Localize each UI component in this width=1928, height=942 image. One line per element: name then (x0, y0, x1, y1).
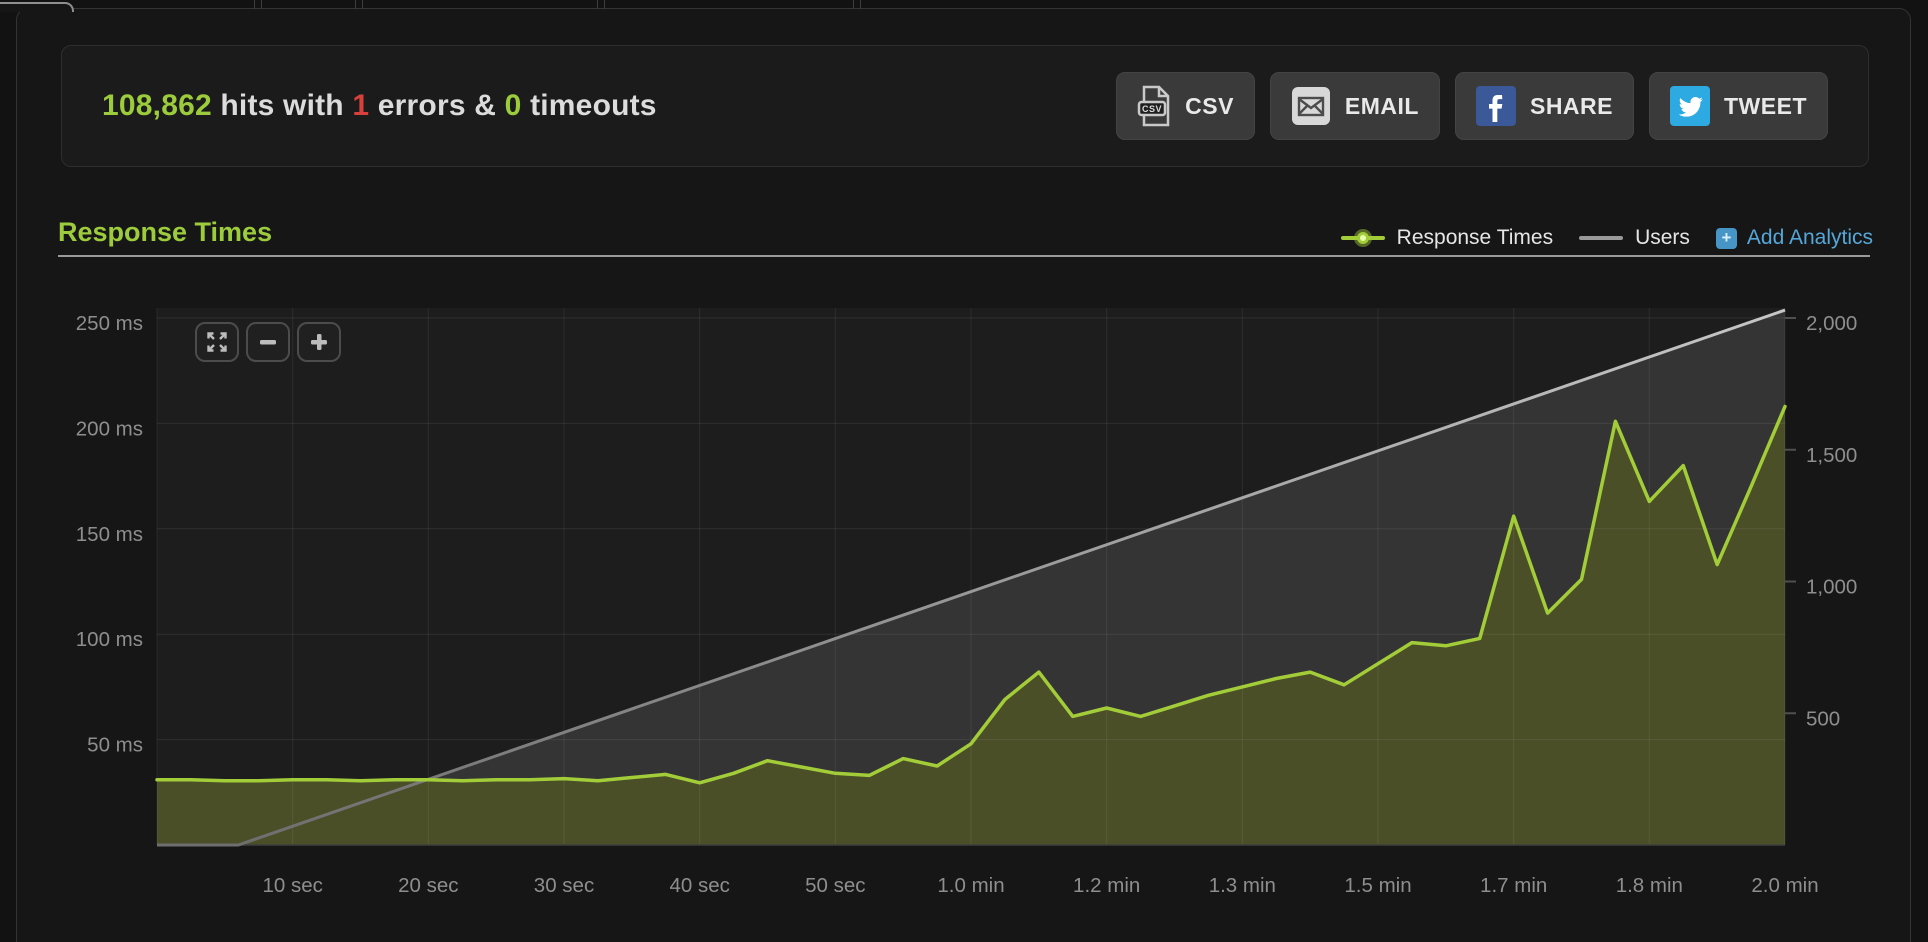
facebook-icon (1475, 86, 1516, 126)
tab-divider (355, 0, 363, 9)
x-axis-label: 30 sec (534, 874, 594, 897)
x-axis-label: 1.7 min (1480, 874, 1547, 897)
y-axis-label-right: 1,500 (1806, 444, 1857, 467)
legend-response-times-label: Response Times (1396, 226, 1554, 249)
add-analytics-link[interactable]: + Add Analytics (1715, 226, 1873, 250)
zoom-out-button[interactable] (246, 322, 290, 362)
email-button[interactable]: EMAIL (1269, 72, 1440, 140)
hits-count: 108,862 (102, 89, 212, 122)
response-times-area-fill (157, 406, 1785, 845)
share-buttons: CSV CSV EMAIL (1116, 72, 1828, 140)
expand-chart-button[interactable] (195, 322, 239, 362)
envelope-icon (1291, 86, 1331, 126)
add-analytics-label: Add Analytics (1746, 226, 1873, 249)
x-axis-label: 10 sec (262, 874, 322, 897)
active-tab-fragment[interactable] (0, 2, 74, 12)
svg-text:CSV: CSV (1142, 104, 1162, 114)
y-axis-label-left: 250 ms (76, 312, 143, 335)
errors-count: 1 (352, 89, 370, 122)
zoom-out-icon (260, 340, 276, 345)
users-line (157, 308, 1786, 847)
x-axis-label: 1.0 min (937, 874, 1004, 897)
expand-icon (207, 332, 227, 352)
timeouts-count: 0 (504, 89, 522, 122)
y-axis-label-left: 100 ms (76, 628, 143, 651)
csv-button-label: CSV (1185, 92, 1234, 119)
csv-file-icon: CSV (1137, 85, 1171, 127)
email-button-label: EMAIL (1344, 92, 1419, 119)
y-axis-label-right: 2,000 (1806, 312, 1857, 335)
x-axis-label: 1.8 min (1616, 874, 1683, 897)
hits-summary: 108,862 hits with 1 errors & 0 timeouts (102, 89, 657, 122)
x-axis-label: 50 sec (805, 874, 865, 897)
section-title: Response Times (58, 217, 273, 247)
legend-users-label: Users (1635, 226, 1690, 249)
tab-divider (597, 0, 605, 9)
y-axis-label-left: 150 ms (76, 523, 143, 546)
response-times-line (155, 404, 1787, 785)
users-line-icon (1579, 236, 1624, 240)
x-axis-label: 20 sec (398, 874, 458, 897)
tweet-button[interactable]: TWEET (1649, 72, 1828, 140)
x-axis-label: 40 sec (669, 874, 729, 897)
response-times-marker-icon (1340, 229, 1385, 247)
plus-icon: + (1715, 227, 1737, 249)
x-axis-label: 1.5 min (1344, 874, 1411, 897)
legend-response-times[interactable]: Response Times (1340, 226, 1554, 250)
stats-bar: 108,862 hits with 1 errors & 0 timeouts … (61, 45, 1869, 167)
tweet-button-label: TWEET (1724, 92, 1807, 119)
chart-legend: Response Times Users + Add Analytics (1340, 226, 1873, 250)
zoom-in-button[interactable] (297, 322, 341, 362)
x-axis-label: 2.0 min (1751, 874, 1818, 897)
x-axis-label: 1.3 min (1209, 874, 1276, 897)
twitter-icon (1670, 86, 1710, 126)
x-axis-label: 1.2 min (1073, 874, 1140, 897)
y-axis-label-left: 50 ms (87, 734, 143, 757)
csv-button[interactable]: CSV CSV (1116, 72, 1255, 140)
section-divider (58, 255, 1870, 257)
chart-controls (195, 322, 341, 362)
tab-divider (853, 0, 861, 9)
legend-users[interactable]: Users (1579, 226, 1690, 250)
facebook-share-button[interactable]: SHARE (1454, 72, 1634, 140)
share-button-label: SHARE (1529, 92, 1613, 119)
y-axis-label-right: 1,000 (1806, 576, 1857, 599)
tab-divider (254, 0, 262, 9)
y-axis-label-left: 200 ms (76, 417, 143, 440)
y-axis-label-right: 500 (1806, 707, 1840, 730)
zoom-in-icon (311, 334, 327, 350)
